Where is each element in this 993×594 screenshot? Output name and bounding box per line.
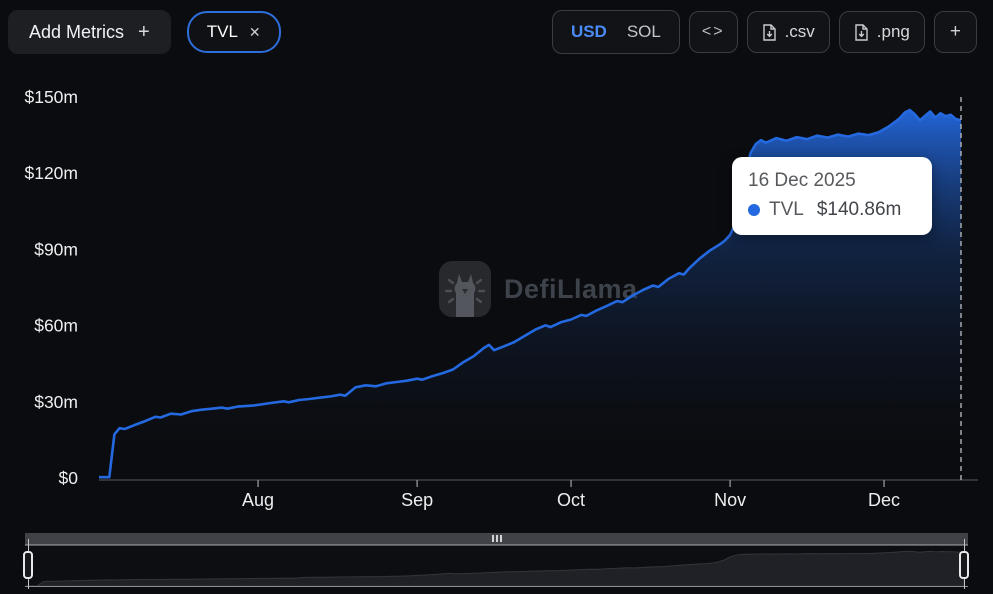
plus-icon: + [138, 21, 150, 43]
export-group: USD SOL <> .csv .png + [551, 10, 977, 54]
y-axis-label: $0 [59, 468, 79, 488]
csv-label: .csv [784, 22, 815, 41]
defillama-watermark: DefiLlama [438, 260, 638, 318]
x-axis-label: Dec [868, 490, 900, 510]
brush-mini-area [25, 550, 965, 586]
x-axis-label: Oct [557, 490, 585, 510]
y-axis-label: $60m [34, 316, 78, 336]
y-axis-label: $120m [24, 163, 78, 183]
y-axis-label: $90m [34, 239, 78, 259]
brush-left-handle[interactable] [23, 551, 33, 579]
close-icon[interactable]: ✕ [248, 24, 261, 40]
add-metrics-button[interactable]: Add Metrics + [8, 10, 171, 54]
png-label: .png [876, 22, 910, 41]
download-csv-button[interactable]: .csv [746, 11, 830, 53]
currency-toggle[interactable]: USD SOL [551, 10, 680, 54]
x-axis-label: Sep [401, 490, 433, 510]
y-axis-label: $150m [24, 87, 78, 107]
currency-usd-option[interactable]: USD [570, 22, 607, 41]
file-download-icon [855, 23, 868, 41]
brush-mini-chart [25, 550, 965, 586]
tooltip-series-row: TVL $140.86m [748, 199, 916, 221]
tooltip-series-value: $140.86m [816, 199, 902, 220]
brush-right-handle[interactable] [959, 551, 969, 579]
file-download-icon [762, 23, 776, 41]
tooltip-series-name: TVL [769, 199, 804, 220]
series-dot-icon [748, 204, 760, 216]
x-axis-label: Nov [714, 490, 746, 510]
embed-code-button[interactable]: <> [688, 11, 738, 53]
brush-drag-strip[interactable] [25, 533, 968, 545]
brush-track[interactable] [25, 545, 968, 587]
defillama-logo-icon [439, 261, 491, 317]
more-options-button[interactable]: + [933, 11, 977, 53]
chart-toolbar: Add Metrics + TVL ✕ USD SOL <> .csv [0, 0, 993, 54]
brush-grip-icon[interactable] [491, 535, 502, 542]
metric-pill-tvl[interactable]: TVL ✕ [186, 11, 281, 53]
currency-sol-option[interactable]: SOL [626, 22, 661, 41]
x-axis-label: Aug [242, 490, 274, 510]
download-png-button[interactable]: .png [838, 11, 925, 53]
metric-pill-label: TVL [206, 22, 238, 41]
y-axis-label: $30m [34, 392, 78, 412]
metrics-group: Add Metrics + TVL ✕ [8, 10, 281, 54]
tooltip-date: 16 Dec 2025 [748, 170, 856, 191]
chart-tooltip: 16 Dec 2025 TVL $140.86m [732, 157, 932, 235]
watermark-text: DefiLlama [504, 273, 638, 304]
add-metrics-label: Add Metrics [29, 21, 125, 42]
tvl-line [99, 108, 962, 479]
time-range-brush [23, 533, 969, 589]
